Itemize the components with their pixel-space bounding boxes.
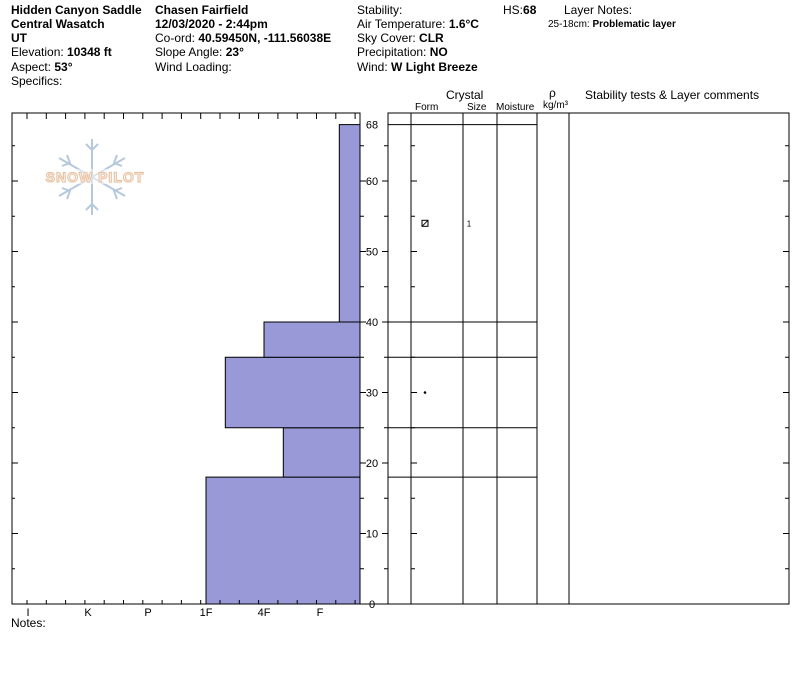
sky-label: Sky Cover: <box>357 31 416 45</box>
height-tick-label: 40 <box>366 317 378 329</box>
precip-label: Precipitation: <box>357 45 427 59</box>
height-tick-label: 30 <box>366 388 378 400</box>
height-tick-label: 10 <box>366 529 378 541</box>
hardness-bar <box>282 427 361 478</box>
density-unit: kg/m³ <box>543 100 568 111</box>
size-header: Size <box>467 102 487 113</box>
layer-note: 25-18cm: Problematic layer <box>548 18 676 32</box>
aspect-label: Aspect: <box>11 60 52 74</box>
layer-note-text: Problematic layer <box>592 19 676 30</box>
moisture-header: Moisture <box>496 102 535 113</box>
logo-text: SNOW PILOT <box>45 168 145 185</box>
snowflake-icon <box>32 139 156 215</box>
elevation-label: Elevation: <box>11 45 64 59</box>
snow-height: HS:68 <box>503 3 536 17</box>
air-temp-value: 1.6°C <box>448 17 479 31</box>
layer-note-range: 25-18cm: <box>548 19 590 30</box>
coord-label: Co-ord: <box>155 31 196 45</box>
crystal-size-value: 1 <box>467 219 472 228</box>
hardness-bar <box>224 356 361 429</box>
state: UT <box>11 31 27 45</box>
observation-datetime: 12/03/2020 - 2:44pm <box>155 17 268 31</box>
slope-label: Slope Angle: <box>155 45 223 59</box>
height-tick-label: 60 <box>366 176 378 188</box>
density-symbol: ρ <box>549 86 556 100</box>
wind-loading-label: Wind Loading: <box>155 60 232 74</box>
wind-value: W Light Breeze <box>391 60 478 74</box>
hs-value: 68 <box>523 3 537 17</box>
coord-value: 40.59450N, -111.56038E <box>198 31 332 45</box>
air-temp-label: Air Temperature: <box>357 17 446 31</box>
coordinates: Co-ord: 40.59450N, -111.56038E <box>155 31 331 45</box>
hardness-tick-label: K <box>84 607 92 619</box>
rounded-grains-icon <box>423 391 427 394</box>
elevation-value: 10348 ft <box>67 45 112 59</box>
specifics-label: Specifics: <box>11 74 63 88</box>
notes-label: Notes: <box>11 616 46 630</box>
hardness-tick-label: I <box>26 607 29 619</box>
wind: Wind: W Light Breeze <box>357 60 478 74</box>
location-name: Hidden Canyon Saddle <box>11 3 142 17</box>
layer-table-frame <box>387 112 790 605</box>
aspect-value: 53° <box>54 60 73 74</box>
sky-value: CLR <box>419 31 444 45</box>
hardness-tick-label: 1F <box>200 607 213 619</box>
height-tick-label: 0 <box>369 599 375 611</box>
air-temperature: Air Temperature: 1.6°C <box>357 17 479 31</box>
observer-name: Chasen Fairfield <box>155 3 249 17</box>
form-header: Form <box>415 102 439 113</box>
mountain-range: Central Wasatch <box>11 17 105 31</box>
snowpilot-logo: SNOW PILOT <box>32 136 156 218</box>
hardness-bar <box>263 321 361 358</box>
aspect: Aspect: 53° <box>11 60 73 74</box>
precipitation: Precipitation: NO <box>357 45 448 59</box>
sky-cover: Sky Cover: CLR <box>357 31 444 45</box>
hs-label: HS: <box>503 3 524 17</box>
hardness-tick-label: 4F <box>258 607 271 619</box>
stability-comments-header: Stability tests & Layer comments <box>585 88 760 102</box>
elevation: Elevation: 10348 ft <box>11 45 112 59</box>
slope-value: 23° <box>225 45 244 59</box>
hardness-tick-label: P <box>144 607 151 619</box>
wind-label: Wind: <box>357 60 388 74</box>
hardness-bar <box>338 124 361 323</box>
hardness-tick-label: F <box>317 607 324 619</box>
crystal-header: Crystal <box>446 88 484 102</box>
height-tick-label: 50 <box>366 247 378 259</box>
precipitation-particles-icon <box>421 219 429 227</box>
height-tick-label: 20 <box>366 458 378 470</box>
layer-notes-label: Layer Notes: <box>564 3 633 17</box>
precipitation-particles-icon <box>421 219 429 227</box>
stability-label: Stability: <box>357 3 403 17</box>
slope-angle: Slope Angle: 23° <box>155 45 244 59</box>
precip-value: NO <box>429 45 448 59</box>
hardness-bar <box>205 476 361 605</box>
height-tick-label: 68 <box>366 120 378 132</box>
